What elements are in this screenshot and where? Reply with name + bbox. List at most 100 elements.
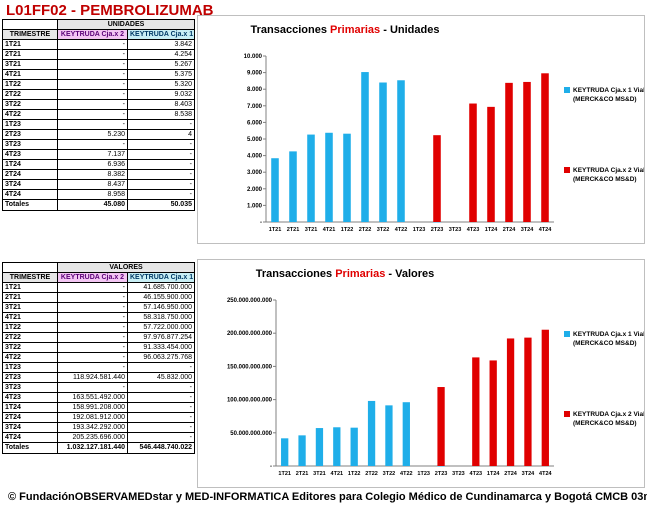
x-tick-label: 2T21 [287, 227, 300, 233]
table-header-trimestre: TRIMESTRE [2, 29, 58, 40]
bar-x2-vial-4t23 [472, 357, 480, 466]
chart-title-part: - Unidades [380, 24, 439, 36]
table-cell-keytruda-x2: - [57, 342, 128, 353]
table-row: 1T24 6.936- [2, 159, 195, 170]
bar-x1-vial-2t21 [289, 151, 297, 222]
bar-x1-vial-2t22 [367, 400, 376, 466]
table-cell-quarter: 3T23 [2, 139, 58, 150]
x-tick-label: 2T24 [504, 471, 517, 477]
y-tick-label: 10.000 [244, 54, 263, 60]
table-header-keytruda-x1: KEYTRUDA Cja.x 1 [127, 29, 195, 40]
table-row: 3T21-5.267 [2, 59, 195, 70]
table-cell-keytruda-x1: 5.267 [127, 59, 195, 70]
x-tick-label: 2T22 [365, 471, 378, 477]
table-row: 3T24 8.437- [2, 179, 195, 190]
y-tick-label: 2.000 [247, 187, 263, 193]
table-row: 4T21-5.375 [2, 69, 195, 80]
table-cell-keytruda-x1: - [127, 159, 195, 170]
table-cell-keytruda-x2: - [57, 59, 128, 70]
x-tick-label: 1T22 [348, 471, 361, 477]
y-tick-label: 200.000.000.000 [227, 331, 273, 337]
table-row: 2T21-46.155.900.000 [2, 292, 196, 303]
table-cell-quarter: 2T22 [2, 89, 58, 100]
x-tick-label: 4T22 [395, 227, 408, 233]
x-tick-label: 2T23 [435, 471, 448, 477]
table-cell-quarter: 4T22 [2, 352, 58, 363]
table-cell-keytruda-x1: - [126, 382, 196, 393]
table-row: 4T22-96.063.275.768 [2, 352, 196, 363]
table-cell-keytruda-x2: - [57, 362, 128, 373]
table-cell-quarter: 2T21 [2, 292, 58, 303]
table-row: 1T21-41.685.700.000 [2, 282, 196, 293]
bar-x2-vial-4t24 [541, 329, 549, 466]
x-tick-label: 3T22 [377, 227, 390, 233]
legend-label: (MERCK&CO MS&D) [573, 340, 637, 347]
bar-x1-vial-3t22 [379, 82, 387, 223]
x-tick-label: 2T22 [359, 227, 372, 233]
table-cell-keytruda-x2: - [57, 302, 128, 313]
table-header-keytruda-x1: KEYTRUDA Cja.x 1 [126, 272, 196, 283]
values-chart-svg: Transacciones Primarias - Valores - 50.000… [227, 268, 644, 477]
x-tick-label: 2T24 [503, 227, 516, 233]
table-cell-keytruda-x1: - [127, 149, 195, 160]
table-cell-keytruda-x1: 58.318.750.000 [126, 312, 196, 323]
bar-x1-vial-1t22 [343, 133, 351, 222]
table-row: 1T22-5.320 [2, 79, 195, 90]
table-cell-keytruda-x1: - [126, 402, 196, 413]
chart-title-highlight: Primarias [330, 24, 380, 36]
table-cell-keytruda-x2: - [57, 49, 128, 60]
table-row: 2T24 192.081.912.000- [2, 412, 196, 423]
bar-x1-vial-3t22 [385, 405, 393, 466]
table-total-label: Totales [2, 442, 58, 454]
bar-x1-vial-4t21 [333, 427, 341, 466]
bar-x2-vial-1t24 [487, 106, 495, 222]
chart-title-part: Transacciones [251, 24, 331, 36]
x-tick-label: 1T21 [269, 227, 282, 233]
table-cell-keytruda-x2: 8.958 [57, 189, 128, 200]
chart-title: Transacciones Primarias - Valores [256, 268, 435, 280]
table-cell-keytruda-x2: - [57, 282, 128, 293]
table-cell-keytruda-x2: - [57, 119, 128, 130]
bar-x1-vial-2t22 [361, 72, 369, 222]
table-cell-keytruda-x1: 9.032 [127, 89, 195, 100]
table-cell-keytruda-x2: - [57, 109, 128, 120]
table-cell-quarter: 4T21 [2, 312, 58, 323]
bar-x1-vial-2t23 [433, 221, 441, 223]
table-row: 1T24 158.991.208.000- [2, 402, 196, 413]
y-tick-label: 5.000 [247, 137, 263, 143]
bar-x2-vial-2t23 [433, 135, 441, 222]
table-group-header-row: VALORES [2, 262, 196, 273]
table-cell-keytruda-x1: 91.333.454.000 [126, 342, 196, 353]
table-cell-quarter: 3T23 [2, 382, 58, 393]
y-tick-label: 7.000 [247, 104, 263, 110]
table-row: 2T21-4.254 [2, 49, 195, 60]
y-tick-label: 4.000 [247, 154, 263, 160]
table-cell-keytruda-x2: - [57, 69, 128, 80]
table-row: 3T21-57.146.950.000 [2, 302, 196, 313]
table-cell-keytruda-x2: - [57, 89, 128, 100]
table-row: 4T24 205.235.696.000- [2, 432, 196, 443]
table-cell-keytruda-x1: 5.375 [127, 69, 195, 80]
table-row: 1T22-57.722.000.000 [2, 322, 196, 333]
table-row: 3T22-8.403 [2, 99, 195, 110]
table-cell-quarter: 2T23 [2, 129, 58, 140]
table-row: 3T23- - [2, 382, 196, 393]
table-group-header: VALORES [56, 262, 196, 273]
table-cell-quarter: 2T21 [2, 49, 58, 60]
table-cell-keytruda-x2: 8.382 [57, 169, 128, 180]
table-row: 2T23 118.924.581.440 45.832.000 [2, 372, 196, 383]
table-cell-keytruda-x1: 57.146.950.000 [126, 302, 196, 313]
table-cell-quarter: 3T21 [2, 59, 58, 70]
values-chart: Transacciones Primarias - Valores - 50.000… [197, 259, 645, 488]
table-cell-keytruda-x2: - [57, 382, 128, 393]
table-group-header: UNIDADES [57, 19, 195, 30]
table-total-label: Totales [2, 199, 58, 211]
legend-label: (MERCK&CO MS&D) [573, 96, 637, 103]
y-tick-label: - [270, 464, 272, 470]
table-cell-keytruda-x2: 8.437 [57, 179, 128, 190]
table-cell-keytruda-x2: 205.235.696.000 [57, 432, 128, 443]
table-cell-keytruda-x1: - [126, 392, 196, 403]
table-cell-keytruda-x1: 3.842 [127, 39, 195, 50]
table-cell-quarter: 3T24 [2, 179, 58, 190]
bar-x2-vial-2t23 [437, 387, 445, 466]
